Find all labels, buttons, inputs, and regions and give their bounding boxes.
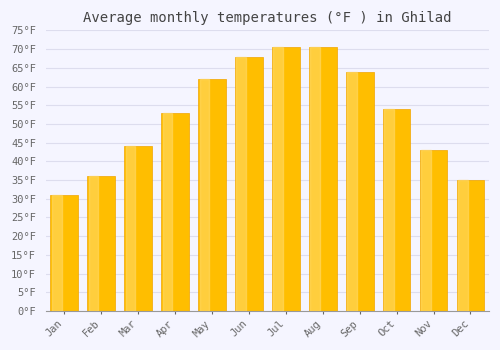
Bar <box>200 79 209 311</box>
Bar <box>421 150 430 311</box>
Bar <box>235 57 262 311</box>
Title: Average monthly temperatures (°F ) in Ghilad: Average monthly temperatures (°F ) in Gh… <box>83 11 452 25</box>
Bar <box>458 180 468 311</box>
Bar <box>309 47 336 311</box>
Bar <box>161 113 189 311</box>
Bar <box>347 72 357 311</box>
Bar <box>162 113 172 311</box>
Bar <box>52 195 62 311</box>
Bar <box>89 176 99 311</box>
Bar <box>384 109 394 311</box>
Bar <box>198 79 226 311</box>
Bar <box>126 146 136 311</box>
Bar <box>88 176 115 311</box>
Bar <box>124 146 152 311</box>
Bar <box>50 195 78 311</box>
Bar <box>382 109 410 311</box>
Bar <box>346 72 374 311</box>
Bar <box>272 47 299 311</box>
Bar <box>236 57 246 311</box>
Bar <box>310 47 320 311</box>
Bar <box>456 180 484 311</box>
Bar <box>274 47 283 311</box>
Bar <box>420 150 448 311</box>
